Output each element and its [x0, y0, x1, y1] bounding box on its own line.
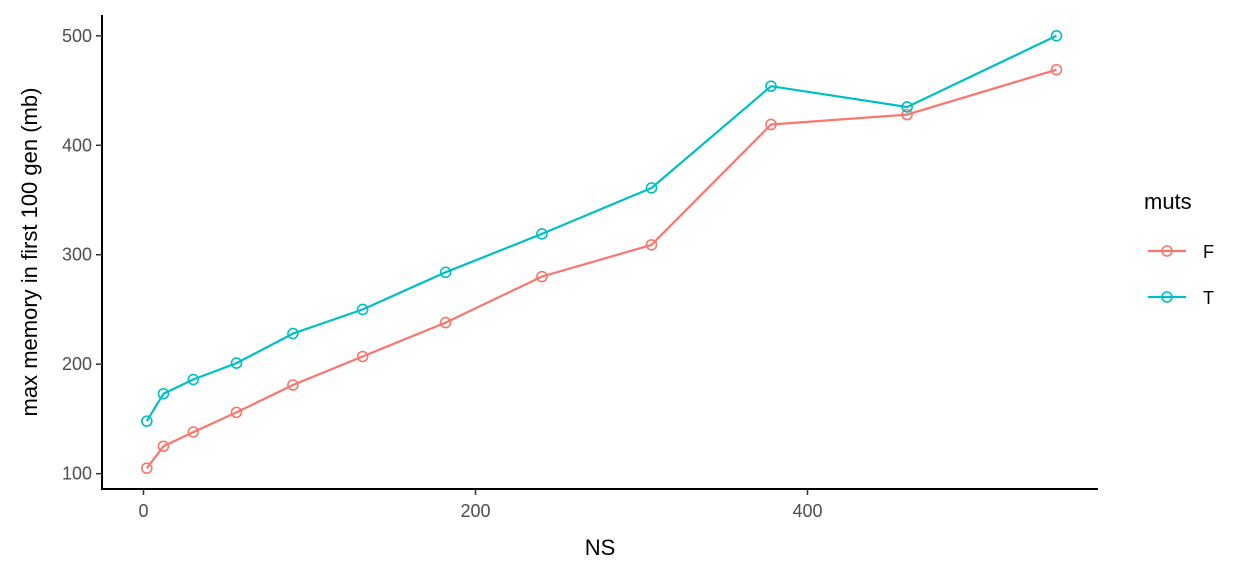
data-point-F [901, 108, 913, 121]
data-point-T [187, 373, 200, 386]
legend: muts F T [1144, 189, 1214, 308]
x-tick-label: 400 [792, 501, 822, 521]
data-point-T [536, 228, 548, 240]
data-point-F [187, 426, 200, 438]
x-tick-label: 0 [138, 501, 148, 521]
legend-key-point-F [1161, 245, 1173, 257]
data-point-T [287, 327, 299, 340]
data-point-T [230, 357, 243, 369]
data-point-T [765, 80, 777, 92]
y-tick-label: 400 [62, 135, 92, 155]
data-point-F [645, 239, 658, 251]
data-point-T [157, 387, 170, 400]
series-line-F [145, 68, 1057, 469]
x-tick-label: 200 [460, 501, 490, 521]
data-point-T [645, 182, 658, 194]
plot-area [141, 29, 1063, 475]
tick-marks: 0 200 400 100 200 300 400 500 [62, 26, 823, 521]
axes [101, 15, 1098, 490]
data-point-F [1050, 63, 1063, 76]
legend-label-F: F [1203, 242, 1214, 262]
data-point-F [287, 379, 299, 391]
y-tick-label: 500 [62, 26, 92, 46]
data-point-F [439, 316, 452, 329]
legend-label-T: T [1203, 288, 1214, 308]
y-tick-label: 300 [62, 245, 92, 265]
data-point-T [439, 266, 452, 279]
legend-key-point-T [1161, 291, 1173, 303]
data-point-F [141, 462, 153, 475]
y-tick-label: 100 [62, 464, 92, 484]
x-axis-title: NS [585, 535, 616, 560]
series-line-T [145, 34, 1057, 422]
data-point-T [1050, 29, 1063, 42]
data-point-F [765, 118, 777, 131]
legend-title: muts [1144, 189, 1192, 214]
data-point-T [141, 415, 153, 427]
data-point-F [157, 440, 170, 453]
data-point-T [901, 101, 913, 113]
data-point-F [536, 270, 548, 283]
data-point-T [356, 303, 369, 316]
data-point-F [230, 406, 243, 419]
y-axis-title: max memory in first 100 gen (mb) [17, 88, 42, 417]
y-tick-label: 200 [62, 354, 92, 374]
data-point-F [356, 350, 369, 363]
